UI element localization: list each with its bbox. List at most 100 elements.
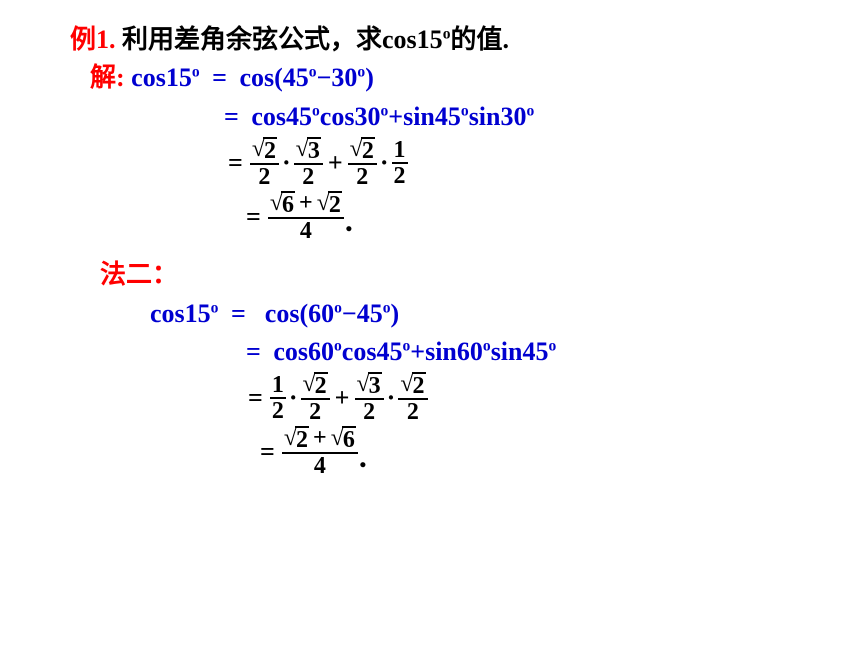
t: sin45 — [491, 337, 549, 366]
d: 2 — [294, 163, 323, 189]
d: o — [312, 102, 320, 119]
r: 6 — [281, 191, 295, 217]
r: 2 — [314, 372, 328, 398]
r: 2 — [295, 426, 309, 452]
problem-t1: 利用差角余弦公式，求cos15 — [122, 25, 443, 54]
expand2: cos60ocos45o+sin60osin45o — [273, 337, 556, 366]
t: cos15 — [150, 299, 211, 328]
d: 2 — [392, 162, 408, 188]
sol2-line4: = 2+6 4 . — [70, 426, 790, 478]
t: cos60 — [273, 337, 334, 366]
t: cos30 — [320, 102, 381, 131]
eq: = — [206, 63, 233, 92]
eq: = — [222, 145, 249, 181]
t: cos45 — [342, 337, 403, 366]
n: 1 — [270, 373, 286, 397]
sol1-line3: = 2 2 · 3 2 + 2 2 · 1 2 — [70, 137, 790, 189]
frac: 2 2 — [301, 372, 330, 424]
d: o — [549, 337, 557, 354]
r: 2 — [412, 372, 426, 398]
eq: = — [254, 434, 281, 470]
d: o — [483, 337, 491, 354]
sol1-line2: = cos45ocos30o+sin45osin30o — [70, 99, 790, 135]
d: 2 — [250, 163, 279, 189]
t: cos45 — [251, 102, 312, 131]
d: o — [334, 337, 342, 354]
t: ) — [391, 299, 400, 328]
t: cos(45 — [239, 63, 308, 92]
t: −30 — [317, 63, 358, 92]
row: = 2 2 · 3 2 + 2 2 · 1 2 — [222, 137, 409, 189]
frac: 1 2 — [392, 138, 408, 188]
d: 2 — [301, 398, 330, 424]
s1-rhs: cos(45o−30o) — [239, 63, 373, 92]
dot: · — [280, 145, 293, 181]
sol2-line1: cos15o = cos(60o−45o) — [70, 296, 790, 332]
d: o — [211, 299, 219, 316]
d: 2 — [398, 398, 427, 424]
solution-label: 解: — [90, 63, 125, 92]
d: 2 — [348, 163, 377, 189]
dot: · — [385, 380, 398, 416]
expand: cos45ocos30o+sin45osin30o — [251, 102, 534, 131]
period: . — [345, 198, 353, 243]
frac: 2 2 — [348, 137, 377, 189]
t: cos(60 — [265, 299, 334, 328]
frac: 3 2 — [355, 372, 384, 424]
eq: = — [225, 299, 252, 328]
frac: 2 2 — [398, 372, 427, 424]
r: 6 — [342, 426, 356, 452]
r: 2 — [361, 137, 375, 163]
dot: · — [378, 145, 391, 181]
d: o — [383, 299, 391, 316]
sol2-line2: = cos60ocos45o+sin60osin45o — [70, 334, 790, 370]
eq: = — [240, 337, 267, 366]
row: = 2+6 4 . — [254, 426, 367, 478]
problem-text: 利用差角余弦公式，求cos15o的值. — [122, 25, 509, 54]
frac: 6+2 4 — [268, 191, 344, 243]
d: o — [309, 64, 317, 81]
row: = 6+2 4 . — [240, 191, 353, 243]
d: o — [461, 102, 469, 119]
frac: 3 2 — [294, 137, 323, 189]
s1-lhs: cos15o — [131, 63, 206, 92]
t: +sin45 — [388, 102, 461, 131]
d: o — [527, 102, 535, 119]
dot: · — [287, 380, 300, 416]
d: o — [192, 64, 200, 81]
row: = 1 2 · 2 2 + 3 2 · 2 2 — [242, 372, 429, 424]
r: 3 — [368, 372, 382, 398]
frac: 2 2 — [250, 137, 279, 189]
problem-t2: 的值. — [450, 25, 509, 54]
t: −45 — [342, 299, 383, 328]
eq: = — [218, 102, 245, 131]
r: 3 — [307, 137, 321, 163]
t: +sin60 — [410, 337, 483, 366]
d: 4 — [268, 217, 344, 243]
sol2-line3: = 1 2 · 2 2 + 3 2 · 2 2 — [70, 372, 790, 424]
p: + — [309, 425, 331, 451]
d: 2 — [355, 398, 384, 424]
p: + — [295, 190, 317, 216]
example-label: 例1. — [70, 25, 116, 54]
s2-rhs: cos(60o−45o) — [258, 299, 399, 328]
d: o — [334, 299, 342, 316]
eq: = — [240, 199, 267, 235]
t: cos15 — [131, 63, 192, 92]
frac: 1 2 — [270, 373, 286, 423]
plus: + — [324, 145, 347, 181]
t: ) — [365, 63, 374, 92]
sol1-line4: = 6+2 4 . — [70, 191, 790, 243]
slide: 例1. 利用差角余弦公式，求cos15o的值. 解: cos15o = cos(… — [0, 0, 860, 500]
s2-lhs: cos15o — [150, 299, 225, 328]
n: 1 — [392, 138, 408, 162]
r: 2 — [328, 191, 342, 217]
plus: + — [331, 380, 354, 416]
method2-label: 法二： — [70, 257, 790, 293]
frac: 2+6 4 — [282, 426, 358, 478]
t: sin30 — [469, 102, 527, 131]
period: . — [359, 434, 367, 479]
d: 2 — [270, 397, 286, 423]
problem-line: 例1. 利用差角余弦公式，求cos15o的值. — [70, 22, 790, 58]
eq: = — [242, 380, 269, 416]
